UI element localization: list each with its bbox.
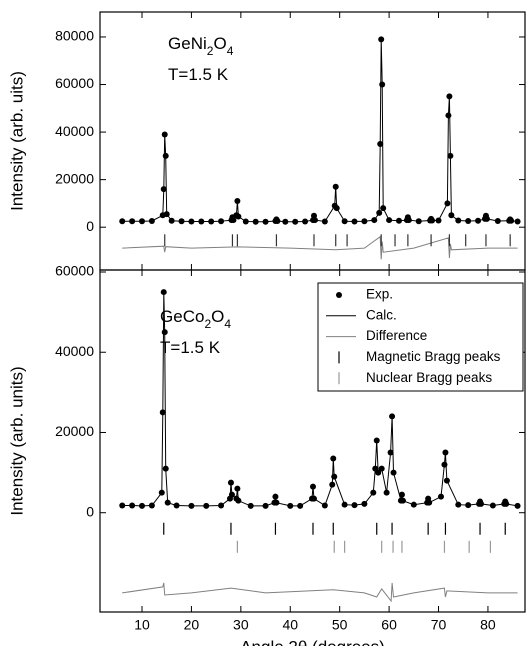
legend-label: Calc. <box>366 307 397 322</box>
profile-line <box>122 39 518 223</box>
profile-line <box>122 582 518 603</box>
y-tick-label: 40000 <box>55 123 94 139</box>
x-tick-label: 10 <box>134 617 150 633</box>
x-tick-label: 60 <box>381 617 397 633</box>
y-axis-label: Intensity (arb. uits) <box>7 71 26 211</box>
y-tick-label: 0 <box>86 218 94 234</box>
x-tick-label: 70 <box>431 617 447 633</box>
plot-frame <box>99 11 526 271</box>
annotation: T=1.5 K <box>168 65 229 84</box>
legend-label: Difference <box>366 328 427 343</box>
x-tick-label: 30 <box>233 617 249 633</box>
legend-label: Magnetic Bragg peaks <box>366 349 501 364</box>
y-tick-label: 20000 <box>55 423 94 439</box>
x-axis-label: Angle 2θ (degrees) <box>240 637 385 646</box>
legend-label: Nuclear Bragg peaks <box>366 370 492 385</box>
data-point <box>160 289 167 296</box>
data-point <box>161 131 168 138</box>
y-axis-label: Intensity (arb. units) <box>7 366 26 515</box>
y-tick-label: 60000 <box>55 75 94 91</box>
data-point <box>330 455 337 462</box>
y-tick-label: 0 <box>86 503 94 519</box>
legend-label: Exp. <box>366 287 393 302</box>
annotation: GeNi2O4 <box>168 34 234 58</box>
y-tick-label: 20000 <box>55 170 94 186</box>
y-tick-label: 40000 <box>55 343 94 359</box>
x-tick-label: 20 <box>184 617 200 633</box>
x-tick-label: 40 <box>282 617 298 633</box>
x-tick-label: 80 <box>480 617 496 633</box>
annotation: GeCo2O4 <box>160 307 231 331</box>
profile-line <box>122 292 518 507</box>
y-tick-label: 80000 <box>55 28 94 44</box>
annotation: T=1.5 K <box>160 338 221 357</box>
profile-line <box>122 235 518 260</box>
x-tick-label: 50 <box>332 617 348 633</box>
legend-symbol <box>336 292 342 298</box>
data-point <box>332 183 339 190</box>
plot-frame <box>99 269 526 613</box>
y-tick-label: 60000 <box>55 263 94 279</box>
